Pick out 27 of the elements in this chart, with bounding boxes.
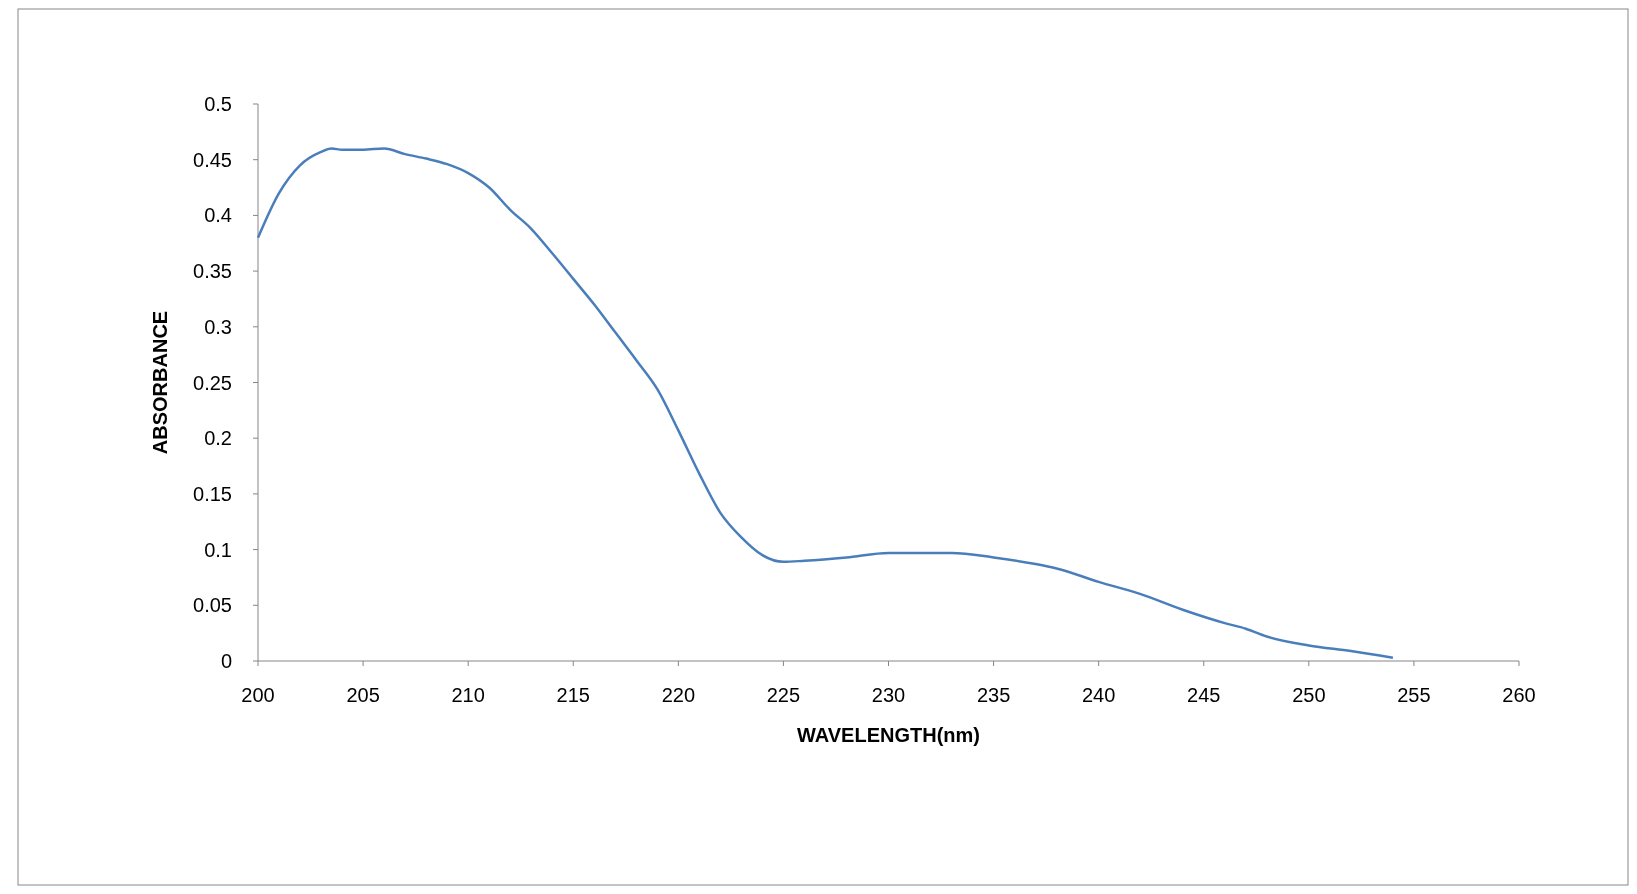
y-tick-label: 0.4 [204,204,232,227]
y-tick-label: 0.2 [204,427,232,450]
x-tick-label: 200 [241,684,275,706]
line-series [256,147,1395,659]
y-tick-label: 0.05 [193,594,232,617]
x-tick-label: 260 [1502,684,1536,706]
x-tick-label: 255 [1397,684,1431,706]
y-axis-title: ABSORBANCE [149,310,171,455]
x-tick-label: 215 [556,684,590,706]
x-tick-label: 245 [1187,684,1221,706]
y-tick-label: 0.5 [204,93,232,115]
y-tick-label: 0.15 [193,482,232,505]
x-axis-title: WAVELENGTH(nm) [797,724,980,746]
y-tick-label: 0.45 [193,148,232,171]
y-tick-label: 0 [220,650,232,672]
x-tick-label: 230 [871,684,906,706]
x-tick-label: 220 [661,684,696,706]
x-tick-label: 235 [976,684,1011,706]
x-tick-label: 225 [766,684,801,706]
x-tick-label: 240 [1081,684,1116,706]
x-tick-label: 205 [346,684,380,706]
y-tick-label: 0.35 [193,260,232,283]
y-tick-label: 0.3 [204,315,232,338]
x-tick-label: 250 [1292,684,1326,706]
y-tick-label: 0.1 [204,538,232,561]
x-tick-label: 210 [451,684,485,706]
y-tick-label: 0.25 [193,371,232,394]
